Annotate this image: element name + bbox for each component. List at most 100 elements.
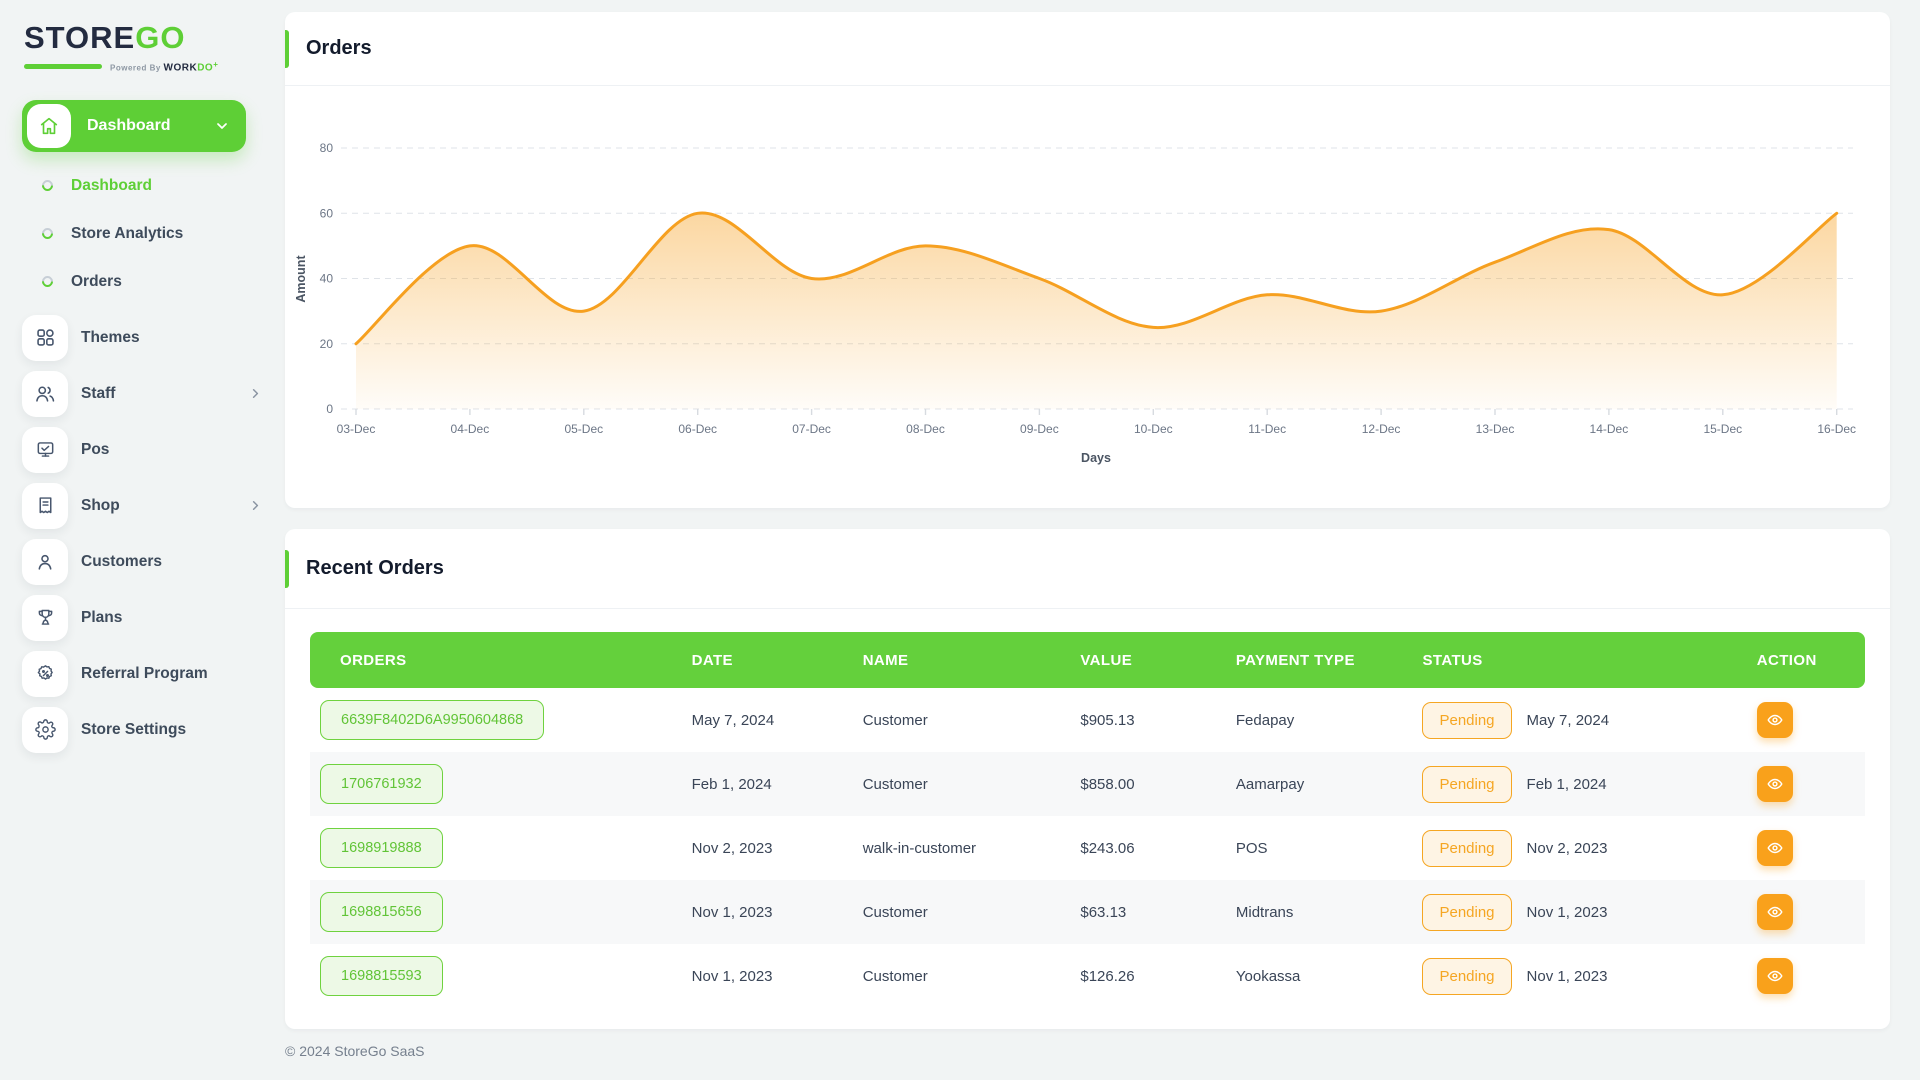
order-payment-type: Yookassa — [1235, 967, 1301, 985]
users-icon — [22, 370, 68, 417]
status-date: Feb 1, 2024 — [1526, 775, 1607, 793]
donut-icon — [39, 273, 56, 290]
sidebar-item-label: Referral Program — [81, 664, 208, 682]
sidebar-item-label: Staff — [81, 384, 116, 402]
sidebar-item-staff[interactable]: Staff — [22, 366, 265, 422]
donut-icon — [39, 177, 56, 194]
home-icon — [27, 103, 71, 148]
order-customer-name: Customer — [862, 711, 928, 729]
eye-icon — [1766, 775, 1784, 793]
card-accent-bar — [285, 29, 289, 68]
sidebar-item-pos[interactable]: Pos — [22, 422, 265, 478]
order-customer-name: Customer — [838, 880, 1057, 944]
status-badge: Pending — [1422, 829, 1512, 867]
status-badge: Pending — [1422, 893, 1512, 931]
chevron-right-icon — [248, 498, 263, 513]
order-customer-name: Customer — [838, 752, 1057, 816]
view-order-button[interactable] — [1756, 702, 1793, 738]
view-order-button[interactable] — [1756, 830, 1793, 866]
order-date: Nov 1, 2023 — [667, 880, 839, 944]
order-date: Nov 1, 2023 — [691, 967, 773, 985]
donut-icon — [39, 225, 56, 242]
eye-icon — [1766, 711, 1784, 729]
recent-orders-table: ORDERS DATE NAME VALUE PAYMENT TYPE STATUS ACT… — [310, 632, 1865, 1008]
view-order-button[interactable] — [1756, 766, 1793, 802]
y-tick-label: 20 — [320, 337, 334, 351]
status-date: Nov 1, 2023 — [1526, 903, 1608, 921]
recent-orders-card-header: Recent Orders — [285, 529, 1890, 609]
order-value: $63.13 — [1056, 880, 1212, 944]
order-id-badge: 1698919888 — [320, 828, 443, 868]
order-row: 1698919888 Nov 2, 2023 walk-in-customer … — [310, 816, 1865, 880]
chevron-right-icon — [248, 386, 263, 401]
storego-logo[interactable]: STOREGO — [24, 20, 265, 56]
orders-card-header: Orders — [285, 12, 1890, 86]
order-date: Nov 2, 2023 — [691, 839, 773, 857]
eye-icon — [1766, 903, 1784, 921]
sidebar-item-label: Customers — [81, 552, 162, 570]
recent-orders-title: Recent Orders — [306, 557, 444, 579]
view-order-button[interactable] — [1756, 958, 1793, 994]
orders-chart-svg: 0 20 40 60 80 03-Dec 04-Dec 05-Dec 06-Dec 07-Dec… — [294, 141, 1856, 465]
sidebar-item-themes[interactable]: Themes — [22, 310, 265, 366]
sidebar-item-label: Dashboard — [87, 116, 171, 134]
sidebar-subitem-dashboard[interactable]: Dashboard — [22, 162, 265, 210]
order-row: 1698815593 Nov 1, 2023 Customer $126.26 … — [310, 944, 1865, 1008]
order-date: Feb 1, 2024 — [667, 752, 839, 816]
y-tick-label: 60 — [320, 206, 334, 220]
orders-chart-card: Orders 0 20 40 60 80 03-Dec 04-Dec 05-Dec 06-De… — [285, 12, 1890, 508]
sidebar-subitem-label: Store Analytics — [71, 224, 184, 242]
x-tick-label: 06-Dec — [678, 422, 717, 436]
recent-orders-table-wrap: ORDERS DATE NAME VALUE PAYMENT TYPE STATUS ACT… — [285, 609, 1890, 1008]
column-header-payment-type: PAYMENT TYPE — [1211, 632, 1399, 688]
dashboard-submenu: Dashboard Store Analytics Orders — [22, 162, 265, 306]
logo-go-text: GO — [135, 20, 186, 55]
order-id-badge: 1706761932 — [320, 764, 443, 804]
recent-orders-card: Recent Orders ORDERS DATE NAME VALUE PAYMENT… — [285, 529, 1890, 1029]
order-date: May 7, 2024 — [691, 711, 775, 729]
trophy-icon — [22, 594, 68, 641]
column-header-status: STATUS — [1398, 632, 1733, 688]
status-date: Nov 2, 2023 — [1526, 839, 1608, 857]
order-id-badge: 1698815593 — [320, 956, 443, 996]
x-tick-label: 09-Dec — [1020, 422, 1059, 436]
grid-icon — [22, 314, 68, 361]
status-date: Nov 1, 2023 — [1526, 967, 1608, 985]
y-axis-title: Amount — [294, 255, 308, 303]
sidebar-item-dashboard-parent[interactable]: Dashboard — [22, 99, 246, 152]
sidebar-item-referral-program[interactable]: Referral Program — [22, 646, 265, 702]
x-tick-label: 16-Dec — [1817, 422, 1856, 436]
sidebar-item-shop[interactable]: Shop — [22, 478, 265, 534]
order-row: 1698815656 Nov 1, 2023 Customer $63.13 M… — [310, 880, 1865, 944]
sidebar-item-customers[interactable]: Customers — [22, 534, 265, 590]
sidebar-item-label: Store Settings — [81, 720, 187, 738]
y-tick-label: 0 — [326, 402, 333, 416]
status-badge: Pending — [1422, 701, 1512, 739]
order-value: $126.26 — [1080, 967, 1135, 985]
card-accent-bar — [285, 549, 289, 588]
eye-icon — [1766, 839, 1784, 857]
x-tick-label: 12-Dec — [1362, 422, 1401, 436]
logo-underline — [24, 64, 102, 70]
orders-card-title: Orders — [306, 37, 372, 59]
chart-line — [354, 211, 1839, 346]
sidebar-menu: Themes Staff Pos Shop Customers Plans Re… — [22, 310, 265, 758]
y-tick-label: 80 — [320, 141, 334, 155]
sidebar-item-plans[interactable]: Plans — [22, 590, 265, 646]
sidebar-subitem-orders[interactable]: Orders — [22, 258, 265, 306]
order-value: $905.13 — [1080, 711, 1135, 729]
sidebar-item-store-settings[interactable]: Store Settings — [22, 702, 265, 758]
order-id-badge: 6639F8402D6A9950604868 — [320, 700, 545, 740]
sidebar-subitem-store-analytics[interactable]: Store Analytics — [22, 210, 265, 258]
sidebar-item-label: Pos — [81, 440, 110, 458]
order-payment-type: Fedapay — [1235, 711, 1295, 729]
view-order-button[interactable] — [1756, 894, 1793, 930]
x-tick-label: 05-Dec — [564, 422, 603, 436]
column-header-orders: ORDERS — [310, 632, 668, 688]
order-payment-type: Aamarpay — [1211, 752, 1399, 816]
x-tick-label: 08-Dec — [906, 422, 945, 436]
order-row: 1706761932 Feb 1, 2024 Customer $858.00 … — [310, 752, 1865, 816]
order-customer-name: Customer — [862, 967, 928, 985]
orders-area-chart: 0 20 40 60 80 03-Dec 04-Dec 05-Dec 06-Dec 07-Dec… — [285, 86, 1890, 501]
x-tick-label: 11-Dec — [1248, 422, 1286, 436]
